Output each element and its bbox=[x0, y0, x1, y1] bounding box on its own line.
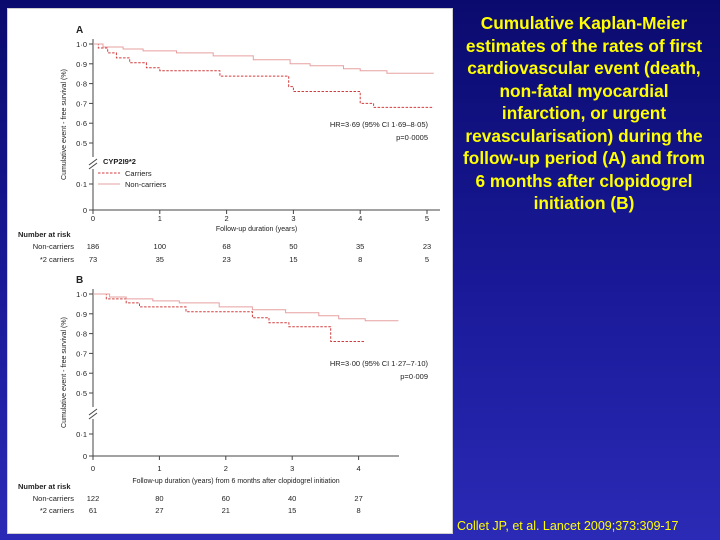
panel-a-legend-label: Non-carriers bbox=[125, 180, 167, 189]
panel-b-x-tick-label: 1 bbox=[157, 464, 161, 473]
panel-a-risk-heading: Number at risk bbox=[18, 230, 71, 239]
panel-b-risk-value: 122 bbox=[87, 494, 100, 503]
panel-a-risk-row-label: *2 carriers bbox=[40, 255, 74, 264]
panel-b-y-tick-label: 0·7 bbox=[76, 349, 87, 358]
panel-b-y-tick-label: 0·8 bbox=[76, 330, 87, 339]
panel-a-risk-value: 100 bbox=[154, 242, 167, 251]
panel-b-risk-value: 80 bbox=[155, 494, 163, 503]
panel-b-risk-heading: Number at risk bbox=[18, 482, 71, 491]
panel-b-axis-break-mark bbox=[88, 408, 98, 416]
panel-a-risk-value: 5 bbox=[425, 255, 429, 264]
panel-b-risk-value: 27 bbox=[354, 494, 362, 503]
panel-a-legend-label: Carriers bbox=[125, 169, 152, 178]
panel-a-risk-value: 35 bbox=[156, 255, 164, 264]
panel-b-risk-row-label: *2 carriers bbox=[40, 506, 74, 515]
panel-a-carriers-curve bbox=[93, 43, 434, 108]
panel-b-risk-value: 60 bbox=[222, 494, 230, 503]
panel-b-axis-break-mark bbox=[88, 412, 98, 420]
panel-b-risk-value: 27 bbox=[155, 506, 163, 515]
panel-a-risk-value: 23 bbox=[222, 255, 230, 264]
figure-panel: A 0 0·1 0·5 0·6 0·7 0·8 0·9 1·0 0 1 2 3 4 5 Follow-up d… bbox=[7, 8, 453, 534]
panel-b-risk-row-label: Non-carriers bbox=[33, 494, 75, 503]
panel-b-x-tick-label: 2 bbox=[224, 464, 228, 473]
panel-a-x-tick-label: 0 bbox=[91, 214, 95, 223]
panel-b-x-axis-label: Follow-up duration (years) from 6 months… bbox=[132, 478, 339, 485]
panel-a-risk-value: 8 bbox=[358, 255, 362, 264]
panel-a-y-axis-label: Cumulative event - free survival (%) bbox=[61, 69, 68, 180]
panel-a-y-tick-label: 0·8 bbox=[76, 80, 87, 89]
panel-a-risk-row-label: Non-carriers bbox=[33, 242, 75, 251]
panel-b-y-tick-label: 1·0 bbox=[76, 290, 87, 299]
panel-a-risk-value: 23 bbox=[423, 242, 431, 251]
panel-b-y-tick-label: 0·1 bbox=[76, 430, 87, 439]
panel-b-annotation: p=0·009 bbox=[400, 372, 428, 381]
panel-a-risk-value: 15 bbox=[289, 255, 297, 264]
panel-a-x-tick-label: 3 bbox=[291, 214, 295, 223]
panel-a-risk-value: 186 bbox=[87, 242, 100, 251]
panel-a-axis-break-mark bbox=[88, 162, 98, 170]
panel-b-y-tick-label: 0·9 bbox=[76, 310, 87, 319]
panel-b-x-tick-label: 3 bbox=[290, 464, 294, 473]
panel-b-non-carriers-curve bbox=[93, 293, 399, 322]
panel-b-y-axis-label: Cumulative event - free survival (%) bbox=[61, 317, 68, 428]
panel-a-y-tick-label: 1·0 bbox=[76, 40, 87, 49]
panel-b-risk-value: 21 bbox=[222, 506, 230, 515]
panel-a-annotation: HR=3·69 (95% CI 1·69–8·05) bbox=[330, 120, 429, 129]
panel-a-y-tick-label: 0·1 bbox=[76, 180, 87, 189]
panel-a-label: A bbox=[76, 25, 83, 36]
panel-a-axis-break-mark bbox=[88, 158, 98, 166]
slide-title: Cumulative Kaplan-Meier estimates of the… bbox=[463, 13, 705, 213]
panel-b-risk-value: 8 bbox=[357, 506, 361, 515]
panel-b-risk-value: 15 bbox=[288, 506, 296, 515]
panel-b-risk-value: 40 bbox=[288, 494, 296, 503]
panel-a-x-tick-label: 2 bbox=[225, 214, 229, 223]
panel-b-annotation: HR=3·00 (95% CI 1·27–7·10) bbox=[330, 359, 429, 368]
panel-a-x-tick-label: 5 bbox=[425, 214, 429, 223]
panel-b-x-tick-label: 0 bbox=[91, 464, 95, 473]
panel-a-y-tick-label: 0·7 bbox=[76, 99, 87, 108]
citation: Collet JP, et al. Lancet 2009;373:309-17 bbox=[457, 519, 679, 533]
panel-a-risk-value: 68 bbox=[222, 242, 230, 251]
panel-a-legend-title: CYP2I9*2 bbox=[103, 157, 136, 166]
panel-a-x-axis-label: Follow-up duration (years) bbox=[216, 226, 297, 233]
panel-b-x-tick-label: 4 bbox=[357, 464, 361, 473]
panel-b-y-tick-label: 0 bbox=[83, 452, 87, 461]
panel-a-y-tick-label: 0·6 bbox=[76, 119, 87, 128]
panel-b-label: B bbox=[76, 275, 83, 286]
panel-b-y-tick-label: 0·5 bbox=[76, 389, 87, 398]
panel-a-risk-value: 73 bbox=[89, 255, 97, 264]
panel-a-risk-value: 35 bbox=[356, 242, 364, 251]
panel-b-risk-value: 61 bbox=[89, 506, 97, 515]
panel-a-y-tick-label: 0 bbox=[83, 206, 87, 215]
panel-a-x-tick-label: 4 bbox=[358, 214, 362, 223]
panel-a-y-tick-label: 0·9 bbox=[76, 60, 87, 69]
panel-b-carriers-curve bbox=[93, 293, 366, 342]
panel-b-y-tick-label: 0·6 bbox=[76, 369, 87, 378]
panel-a-risk-value: 50 bbox=[289, 242, 297, 251]
panel-a-non-carriers-curve bbox=[93, 43, 434, 74]
panel-a-annotation: p=0·0005 bbox=[396, 133, 428, 142]
panel-a-y-tick-label: 0·5 bbox=[76, 139, 87, 148]
panel-a-x-tick-label: 1 bbox=[158, 214, 162, 223]
